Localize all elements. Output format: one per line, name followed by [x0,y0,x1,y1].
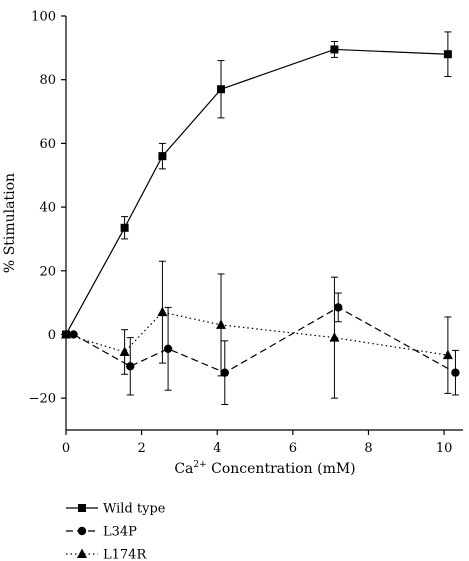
legend-item: L34P [66,525,137,540]
y-tick-label: 80 [39,73,56,88]
data-point [163,344,173,353]
series-layer [61,31,460,406]
data-point [217,85,226,94]
data-point [126,362,135,371]
x-tick-label: 10 [436,441,453,456]
ticks: −20 0 20 40 60 80 100 0 2 4 6 8 10 [29,10,453,457]
legend-label: L174R [103,548,147,561]
legend-label: L34P [103,525,137,540]
series-line [65,311,448,356]
legend-item: Wild type [66,502,166,517]
legend-marker [77,548,87,558]
y-tick-label: −20 [29,392,56,407]
y-axis-title: % Stimulation [2,173,18,273]
x-axis-title: Ca2+ Concentration (mM) [174,460,355,477]
x-axis-title-post: Concentration (mM) [207,461,356,477]
data-point [220,368,229,377]
data-point [451,368,460,377]
legend-label: Wild type [103,502,166,517]
data-point [61,328,71,339]
x-tick-label: 2 [137,441,145,456]
y-tick-label: 100 [31,10,56,25]
x-tick-label: 6 [289,441,297,456]
x-axis-title-sup: 2+ [193,460,206,470]
data-point [216,319,227,329]
x-tick-label: 0 [62,441,70,456]
series-1 [62,31,452,339]
legend-item: L174R [66,548,147,561]
data-point [334,303,343,312]
y-tick-label: 60 [39,137,56,152]
data-point [119,346,130,356]
x-tick-label: 4 [213,441,221,456]
data-point [330,45,339,54]
data-point [69,330,78,339]
data-point [443,50,452,59]
legend-marker [77,526,87,536]
series-line [65,48,448,335]
data-point [157,306,168,317]
y-tick-label: 40 [39,201,56,216]
data-point [442,349,453,360]
x-axis-title-pre: Ca [174,461,193,477]
data-point [329,332,340,342]
series-3 [61,260,453,399]
x-tick-label: 8 [364,441,372,456]
series-line [73,306,456,374]
legend-marker [78,504,86,512]
y-tick-label: 20 [39,264,56,279]
series-2 [69,292,460,406]
legend: Wild type L34P L174R [66,502,166,561]
axes [65,16,463,431]
data-point [158,152,167,161]
data-point [120,223,129,232]
y-tick-label: 0 [48,328,56,343]
